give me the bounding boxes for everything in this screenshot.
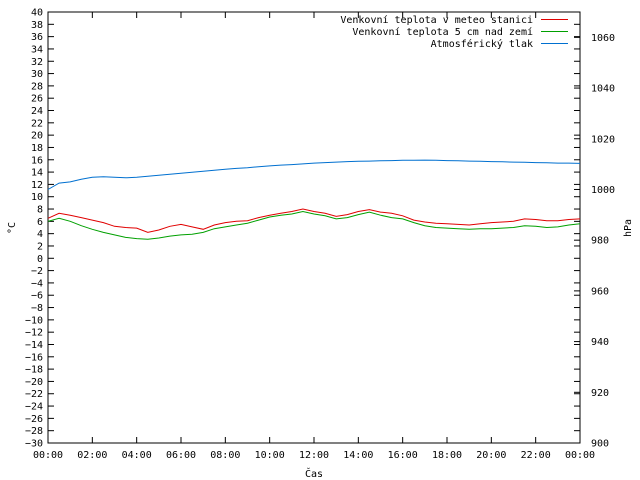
series-line-2	[47, 210, 581, 240]
y-tick-label: −4	[31, 278, 43, 289]
y-tick-label: −12	[25, 328, 43, 339]
y2-axis-ticks: 900 920 940 960 980 1000 1020 1040 1060	[574, 33, 615, 450]
y2-tick-label: 1020	[591, 134, 615, 145]
y-tick-label: 18	[31, 143, 43, 154]
y-tick-label: −20	[25, 377, 43, 388]
y-tick-label: −30	[25, 439, 43, 450]
y-tick-label: 24	[31, 106, 43, 117]
y-tick-label: 6	[37, 217, 43, 228]
y-tick-label: 14	[31, 168, 43, 179]
y2-tick-label: 1040	[591, 84, 615, 95]
y-tick-label: 30	[31, 69, 43, 80]
legend-label-1: Venkovní teplota v meteo stanici	[340, 14, 533, 26]
y-tick-label: −6	[31, 291, 43, 302]
y2-tick-label: 1060	[591, 33, 615, 44]
y2-axis-label: hPa	[623, 219, 634, 237]
y-tick-label: −8	[31, 303, 43, 314]
x-tick-label: 16:00	[388, 450, 418, 461]
y-tick-label: −28	[25, 426, 43, 437]
y-tick-label: 2	[37, 241, 43, 252]
y-tick-label: −26	[25, 414, 43, 425]
x-tick-label: 12:00	[299, 450, 329, 461]
x-tick-label: 20:00	[476, 450, 506, 461]
legend-label-2: Venkovní teplota 5 cm nad zemí	[352, 26, 533, 38]
y-tick-label: 38	[31, 20, 43, 31]
y-tick-label: −10	[25, 315, 43, 326]
legend-label-3: Atmosférický tlak	[431, 38, 533, 50]
y-tick-label: 10	[31, 192, 43, 203]
y-tick-label: 40	[31, 8, 43, 19]
y-tick-label: 36	[31, 32, 43, 43]
y-tick-label: 22	[31, 118, 43, 129]
y-axis-label: °C	[7, 222, 18, 234]
x-axis-ticks: 00:00 02:00 04:00 06:00 08:00 10:00 12:00 14:00…	[33, 12, 595, 461]
y-tick-label: 12	[31, 180, 43, 191]
x-tick-label: 00:00	[565, 450, 595, 461]
x-tick-label: 18:00	[432, 450, 462, 461]
x-tick-label: 02:00	[77, 450, 107, 461]
x-axis-label: Čas	[305, 467, 323, 480]
y-axis-ticks: −30−28−26−24−22−20−18−16−14−12−10−8−6−4−…	[25, 8, 580, 450]
y2-tick-label: 1000	[591, 185, 615, 196]
x-tick-label: 10:00	[255, 450, 285, 461]
series-line-1	[47, 208, 581, 233]
x-tick-label: 06:00	[166, 450, 196, 461]
y2-tick-label: 980	[591, 236, 609, 247]
y-tick-label: 28	[31, 81, 43, 92]
x-tick-label: 08:00	[210, 450, 240, 461]
y-tick-label: −16	[25, 352, 43, 363]
y-tick-label: 34	[31, 44, 43, 55]
y-tick-label: −2	[31, 266, 43, 277]
y-tick-label: −22	[25, 389, 43, 400]
y2-tick-label: 900	[591, 439, 609, 450]
y-tick-label: 0	[37, 254, 43, 265]
y-tick-label: 26	[31, 94, 43, 105]
x-tick-label: 00:00	[33, 450, 63, 461]
legend: Venkovní teplota v meteo staniciVenkovní…	[340, 14, 568, 50]
y-tick-label: 32	[31, 57, 43, 68]
y2-tick-label: 940	[591, 337, 609, 348]
y-tick-label: 20	[31, 131, 43, 142]
y-tick-label: −24	[25, 402, 43, 413]
y-tick-label: −14	[25, 340, 43, 351]
x-tick-label: 04:00	[122, 450, 152, 461]
series-line-3	[47, 159, 581, 190]
y2-tick-label: 960	[591, 286, 609, 297]
y-tick-label: 8	[37, 205, 43, 216]
y-tick-label: 4	[37, 229, 43, 240]
x-tick-label: 14:00	[343, 450, 373, 461]
y2-tick-label: 920	[591, 388, 609, 399]
series-lines	[47, 159, 581, 240]
y-tick-label: 16	[31, 155, 43, 166]
y-tick-label: −18	[25, 365, 43, 376]
x-tick-label: 22:00	[521, 450, 551, 461]
